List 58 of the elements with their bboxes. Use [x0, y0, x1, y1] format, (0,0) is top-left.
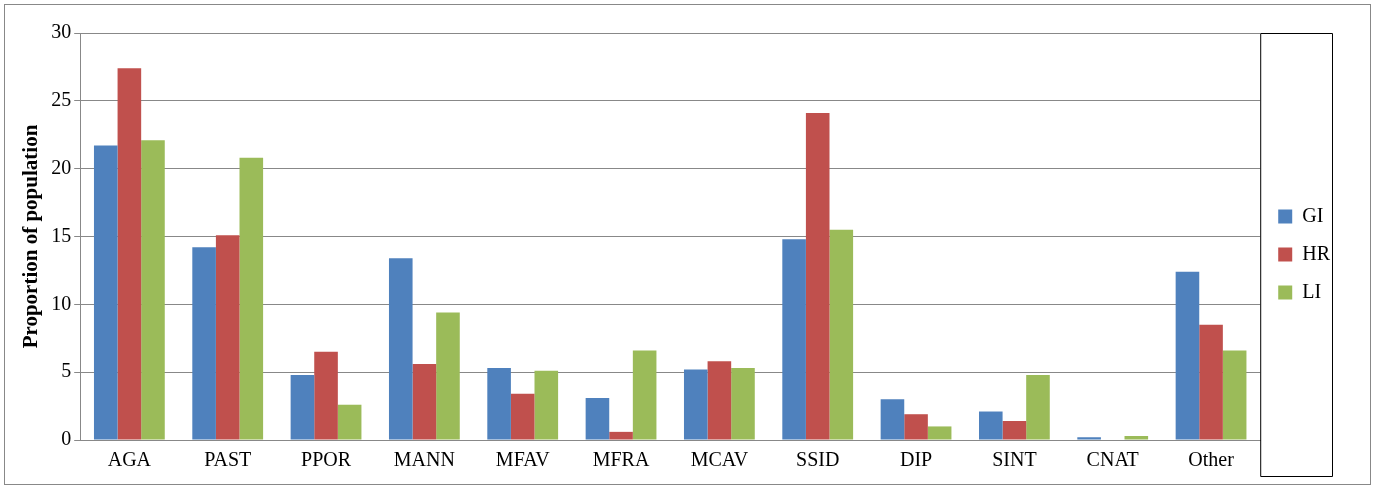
bar [707, 361, 732, 440]
bar [93, 145, 118, 440]
x-tick-label: AGA [107, 448, 152, 471]
x-tick-label: SSID [796, 448, 840, 471]
bar [534, 370, 559, 440]
x-tick-label: PPOR [301, 448, 352, 471]
bar [585, 397, 610, 440]
bar [436, 312, 460, 440]
bar [978, 411, 1003, 440]
bar [314, 351, 338, 440]
bar [388, 258, 413, 440]
bar [487, 368, 511, 440]
bar [215, 235, 240, 440]
bar [1175, 271, 1200, 440]
bar [683, 369, 708, 440]
bar [632, 350, 657, 440]
y-tick-label: 5 [61, 359, 72, 382]
x-tick-label: Other [1188, 448, 1235, 471]
bar [290, 374, 315, 440]
bar [192, 247, 216, 440]
bar [927, 426, 952, 440]
bar [1222, 350, 1247, 440]
x-tick-label: CNAT [1086, 448, 1139, 471]
bar [829, 229, 854, 440]
bar [1026, 374, 1050, 440]
bar [904, 414, 928, 440]
legend-label: HR [1302, 241, 1331, 264]
bar [609, 431, 633, 440]
bar [141, 140, 165, 440]
bar [117, 68, 142, 440]
x-tick-label: MFRA [592, 448, 650, 471]
legend-label: GI [1302, 203, 1324, 226]
bar [1199, 324, 1223, 440]
bar [510, 393, 535, 440]
x-tick-label: MANN [393, 448, 455, 471]
y-tick-label: 25 [51, 88, 72, 111]
y-tick-label: 30 [51, 20, 72, 43]
y-tick-label: 0 [61, 427, 72, 450]
x-tick-label: DIP [899, 448, 933, 471]
y-tick-label: 20 [51, 155, 72, 178]
x-tick-label: MFAV [495, 448, 551, 471]
bar [880, 399, 905, 440]
x-tick-label: PAST [204, 448, 252, 471]
y-axis-title: Proportion of population [18, 124, 43, 349]
bar [1077, 437, 1101, 440]
bar [731, 368, 755, 440]
bar [239, 157, 264, 440]
bar [782, 239, 806, 440]
bar [805, 113, 830, 440]
bar [1002, 421, 1027, 440]
y-tick-label: 10 [51, 291, 72, 314]
y-tick-label: 15 [51, 223, 72, 246]
x-tick-label: SINT [992, 448, 1037, 471]
legend-label: LI [1302, 279, 1322, 302]
bar [412, 364, 437, 440]
x-tick-label: MCAV [690, 448, 749, 471]
bar [337, 404, 362, 440]
bar [1124, 435, 1149, 440]
